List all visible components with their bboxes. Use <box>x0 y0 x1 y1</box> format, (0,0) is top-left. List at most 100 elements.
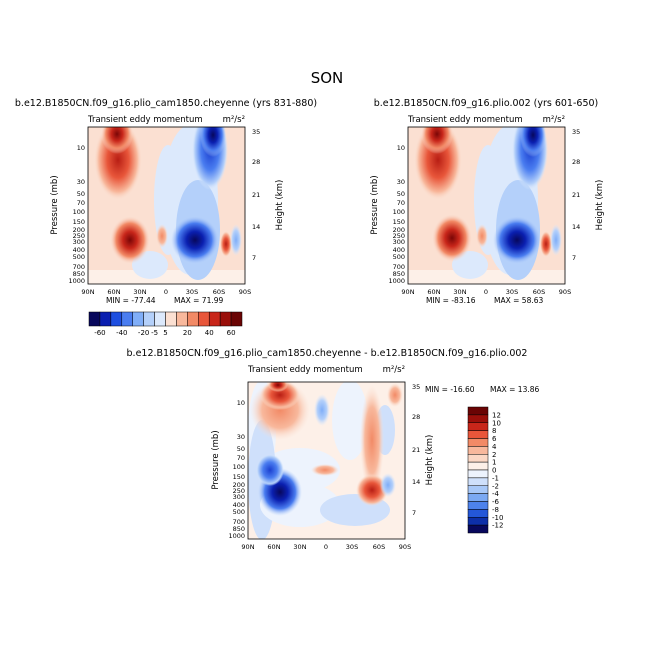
y-axis-left: 10 30 50 70 100 150 200 250 300 400 500 … <box>388 144 405 285</box>
y-tick-label: 500 <box>233 508 245 516</box>
y-tick-label: 700 <box>393 263 405 271</box>
colorbar-swatch <box>467 406 489 416</box>
min-label: MIN = -77.44 <box>106 296 156 305</box>
y-tick-label: 30 <box>237 433 245 441</box>
y-tick-label: 500 <box>73 253 85 261</box>
colorbar-swatch <box>198 311 210 327</box>
colorbar-label: -1 <box>492 474 499 482</box>
height-tick-label: 28 <box>412 413 420 421</box>
colorbar-label: -60 <box>94 329 105 337</box>
max-label: MAX = 71.99 <box>174 296 223 305</box>
panel-title: b.e12.B1850CN.f09_g16.plio.002 (yrs 601-… <box>374 98 599 109</box>
colorbar-swatch <box>143 311 155 327</box>
colorbar-label: 1 <box>492 459 496 467</box>
y-tick-label: 300 <box>73 238 85 246</box>
colorbar-swatch <box>110 311 123 327</box>
panel-units: m²/s² <box>383 365 405 375</box>
x-tick-label: 0 <box>324 543 328 551</box>
height-tick-label: 7 <box>252 254 256 262</box>
y-tick-label: 850 <box>233 525 245 533</box>
contour-field <box>248 382 405 539</box>
colorbar-swatch <box>121 311 133 327</box>
colorbar-label: 20 <box>183 329 192 337</box>
max-label: MAX = 58.63 <box>494 296 543 305</box>
x-tick-label: 0 <box>164 288 168 296</box>
colorbar-swatch <box>467 469 489 479</box>
height-tick-label: 14 <box>412 478 420 486</box>
plot-frame <box>87 126 246 285</box>
height-tick-label: 35 <box>412 383 420 391</box>
y-tick-label: 10 <box>77 144 85 152</box>
x-axis: 90N 60N 30N 0 30S 60S 90S <box>81 288 251 296</box>
y-tick-label: 1000 <box>68 277 85 285</box>
y-tick-label: 200 <box>233 481 245 489</box>
y-tick-label: 250 <box>393 232 405 240</box>
x-tick-label: 60N <box>107 288 120 296</box>
colorbar-label: 10 <box>492 419 501 427</box>
panel-title: b.e12.B1850CN.f09_g16.plio_cam1850.cheye… <box>15 98 317 109</box>
colorbar-label: 8 <box>492 427 496 435</box>
y-tick-label: 400 <box>233 501 245 509</box>
y-tick-label: 100 <box>233 463 245 471</box>
y-tick-label: 500 <box>393 253 405 261</box>
min-label: MIN = -16.60 <box>425 385 475 394</box>
x-tick-label: 90S <box>399 543 411 551</box>
panel-title: b.e12.B1850CN.f09_g16.plio_cam1850.cheye… <box>127 348 528 359</box>
x-tick-label: 0 <box>484 288 488 296</box>
min-label: MIN = -83.16 <box>426 296 476 305</box>
y-axis-left: 10 30 50 70 100 150 200 250 300 400 500 … <box>68 144 85 285</box>
y-tick-label: 150 <box>233 473 245 481</box>
colorbar-swatch <box>219 311 232 327</box>
y-tick-label: 400 <box>73 246 85 254</box>
y-tick-label: 50 <box>77 190 85 198</box>
colorbar-label: -4 <box>492 490 500 498</box>
x-tick-label: 60S <box>533 288 545 296</box>
colorbar-top: -60 -40 -20 -5 5 20 40 60 <box>88 311 243 337</box>
colorbar-label: -40 <box>116 329 127 337</box>
panel-subtitle: Transient eddy momentum <box>87 115 203 125</box>
colorbar-swatch <box>467 493 489 502</box>
colorbar-label: -2 <box>492 482 499 490</box>
contour-field <box>88 127 245 284</box>
x-tick-label: 90S <box>559 288 571 296</box>
colorbar-swatch <box>467 509 489 518</box>
y-tick-label: 10 <box>237 399 245 407</box>
y-tick-label: 400 <box>393 246 405 254</box>
panel-plio-cam1850: b.e12.B1850CN.f09_g16.plio_cam1850.cheye… <box>15 98 317 305</box>
y-tick-label: 300 <box>393 238 405 246</box>
colorbar-swatch <box>154 311 166 327</box>
colorbar-swatch <box>467 485 489 494</box>
y-tick-label: 150 <box>393 218 405 226</box>
height-tick-label: 28 <box>572 158 580 166</box>
colorbar-label: 5 <box>163 329 167 337</box>
x-tick-label: 30N <box>133 288 146 296</box>
colorbar-swatch <box>467 517 489 526</box>
panel-units: m²/s² <box>543 115 565 125</box>
y-tick-label: 850 <box>73 270 85 278</box>
y-axis-right-title: Height (km) <box>595 180 605 231</box>
y-tick-label: 50 <box>397 190 405 198</box>
y-axis-right: 35 28 21 14 7 <box>252 128 260 262</box>
x-tick-label: 90N <box>81 288 94 296</box>
colorbar-swatch <box>99 311 112 327</box>
height-tick-label: 28 <box>252 158 260 166</box>
y-tick-label: 200 <box>393 226 405 234</box>
colorbar-swatch <box>176 311 188 327</box>
y-tick-label: 30 <box>397 178 405 186</box>
colorbar-label: 6 <box>492 435 497 443</box>
colorbar-label: 4 <box>492 443 497 451</box>
y-axis-left: 10 30 50 70 100 150 200 250 300 400 500 … <box>228 399 245 540</box>
colorbar-swatch <box>467 524 489 534</box>
x-tick-label: 30N <box>293 543 306 551</box>
colorbar-label: -8 <box>492 506 499 514</box>
colorbar-swatch <box>132 311 144 327</box>
y-tick-label: 150 <box>73 218 85 226</box>
panel-plio-002: b.e12.B1850CN.f09_g16.plio.002 (yrs 601-… <box>370 98 605 305</box>
x-tick-label: 60S <box>213 288 225 296</box>
y-tick-label: 30 <box>77 178 85 186</box>
panel-subtitle: Transient eddy momentum <box>407 115 523 125</box>
y-tick-label: 700 <box>233 518 245 526</box>
plot-frame <box>247 381 406 540</box>
x-tick-label: 90S <box>239 288 251 296</box>
